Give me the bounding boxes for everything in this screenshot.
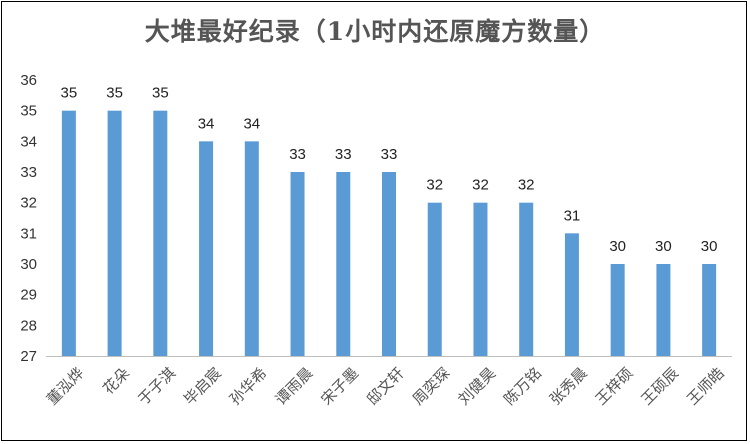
bar [656, 264, 671, 356]
data-label: 35 [152, 85, 169, 102]
x-tick-label: 王师皓 [683, 364, 728, 409]
x-tick-label: 花朵 [99, 364, 133, 398]
bar [427, 202, 442, 356]
y-tick-label: 31 [20, 225, 37, 242]
data-label: 35 [106, 85, 123, 102]
y-tick-label: 33 [20, 164, 37, 181]
data-label: 34 [243, 115, 260, 132]
bars [61, 110, 717, 357]
x-tick-label: 王梓硕 [592, 364, 637, 409]
data-labels: 35 35 35 34 34 33 33 33 32 32 32 31 30 30 30 [61, 85, 718, 255]
y-tick-label: 30 [20, 256, 37, 273]
y-tick-label: 34 [20, 133, 37, 150]
bar [473, 202, 488, 356]
data-label: 32 [426, 177, 443, 194]
y-tick-label: 28 [20, 317, 37, 334]
bar [702, 264, 717, 356]
x-tick-label: 谭雨晨 [272, 364, 317, 409]
bar [107, 110, 122, 357]
bar [290, 172, 305, 356]
bar [382, 172, 396, 356]
x-tick-label: 宋子墨 [317, 364, 362, 409]
data-label: 33 [381, 146, 398, 163]
data-label: 30 [609, 238, 626, 255]
y-tick-label: 29 [20, 287, 37, 304]
data-label: 33 [335, 146, 352, 163]
data-label: 33 [289, 146, 306, 163]
bar [610, 264, 625, 356]
x-tick-label: 周奕琛 [409, 364, 454, 409]
bar [61, 110, 76, 357]
data-label: 32 [518, 177, 535, 194]
x-tick-label: 刘健昊 [455, 364, 500, 409]
x-tick-label: 孙华希 [226, 364, 271, 409]
x-tick-label: 邸文轩 [363, 364, 408, 409]
data-label: 32 [472, 177, 489, 194]
x-tick-label: 毕启宸 [180, 364, 225, 409]
data-label: 34 [198, 115, 215, 132]
x-tick-label: 陈万铭 [500, 364, 545, 409]
data-label: 30 [701, 238, 718, 255]
y-tick-label: 35 [20, 103, 37, 120]
y-axis: 27 28 29 30 31 32 33 34 35 36 [20, 72, 37, 365]
y-tick-label: 27 [20, 348, 37, 365]
data-label: 30 [655, 238, 672, 255]
x-tick-label: 王硕辰 [638, 364, 683, 409]
bar [336, 172, 351, 356]
x-tick-label: 于子淇 [135, 364, 180, 409]
x-tick-label: 董泓烨 [43, 364, 88, 409]
bar [153, 110, 168, 357]
chart-title: 大堆最好纪录（1小时内还原魔方数量） [144, 17, 606, 46]
y-tick-label: 32 [20, 195, 37, 212]
data-label: 31 [564, 207, 581, 224]
data-label: 35 [61, 85, 78, 102]
bar [519, 202, 534, 356]
x-axis: 董泓烨 花朵 于子淇 毕启宸 孙华希 谭雨晨 宋子墨 邸文轩 周奕琛 刘健昊 陈万铭 张秀晨 王梓硕 王硕… [43, 356, 732, 409]
y-tick-label: 36 [20, 72, 37, 89]
bar [199, 141, 214, 356]
x-tick-label: 张秀晨 [546, 364, 591, 409]
bar [564, 233, 579, 356]
bar [244, 141, 259, 356]
